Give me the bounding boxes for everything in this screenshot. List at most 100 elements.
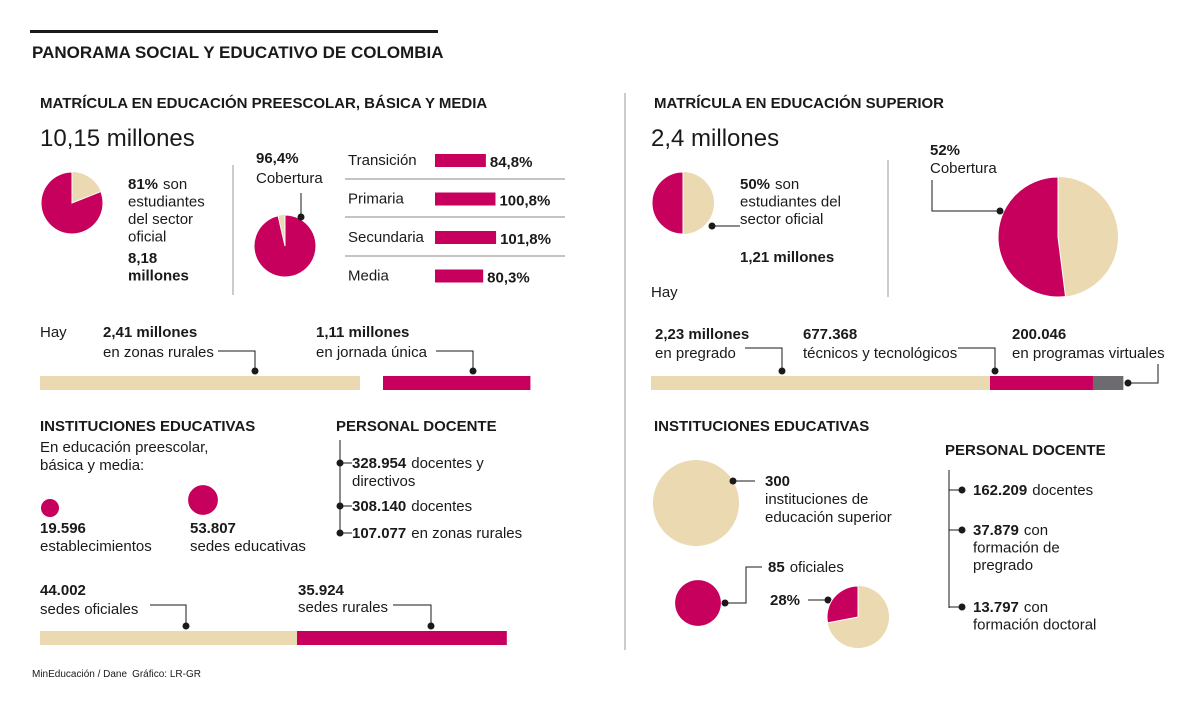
category-label: Secundaria bbox=[348, 229, 425, 246]
label-part: en zonas rurales bbox=[411, 525, 522, 542]
label: 328.954 docentes y bbox=[352, 455, 484, 472]
bar bbox=[297, 631, 507, 645]
label: 35.924 bbox=[298, 582, 345, 599]
category-label: Media bbox=[348, 268, 390, 285]
total: 10,15 millones bbox=[40, 125, 195, 152]
label-part: con bbox=[1024, 522, 1048, 539]
bubble bbox=[41, 499, 59, 517]
label: 50% son bbox=[740, 176, 799, 193]
label-part: docentes bbox=[1032, 482, 1093, 499]
label-part: 50% bbox=[740, 176, 770, 193]
label: en jornada única bbox=[316, 344, 428, 361]
label: 37.879 con bbox=[973, 522, 1048, 539]
leader-line bbox=[1128, 364, 1159, 384]
leader-dot bbox=[336, 459, 344, 467]
bubble bbox=[653, 460, 739, 546]
leader-dot bbox=[708, 222, 716, 230]
label: 162.209 docentes bbox=[973, 482, 1093, 499]
label-part: 308.140 bbox=[352, 498, 406, 515]
label: 2,41 millones bbox=[103, 324, 197, 341]
value-label: 101,8% bbox=[500, 231, 551, 248]
label-part: 37.879 bbox=[973, 522, 1019, 539]
total: 2,4 millones bbox=[651, 125, 779, 152]
pie-slice bbox=[40, 171, 104, 235]
leader-line bbox=[218, 350, 256, 371]
label: 8,18 bbox=[128, 250, 157, 267]
label: instituciones de bbox=[765, 491, 868, 508]
leader-line bbox=[393, 604, 432, 626]
label: establecimientos bbox=[40, 538, 152, 555]
label-part: 85 bbox=[768, 559, 785, 576]
pie-slice bbox=[826, 585, 859, 624]
bar bbox=[990, 376, 1093, 390]
leader-dot bbox=[251, 367, 259, 375]
label: sedes rurales bbox=[298, 599, 388, 616]
label: básica y media: bbox=[40, 457, 144, 474]
label-part: son bbox=[163, 176, 187, 193]
label: 308.140 docentes bbox=[352, 498, 472, 515]
bubble bbox=[675, 580, 721, 626]
label: millones bbox=[128, 268, 189, 285]
section-title: INSTITUCIONES EDUCATIVAS bbox=[40, 418, 255, 435]
section-title: PERSONAL DOCENTE bbox=[336, 418, 497, 435]
leader-dot bbox=[721, 599, 729, 607]
value-label: 100,8% bbox=[499, 193, 550, 210]
label: 107.077 en zonas rurales bbox=[352, 525, 522, 542]
leader-dot bbox=[958, 486, 966, 494]
label: del sector bbox=[128, 211, 193, 228]
page-title: PANORAMA SOCIAL Y EDUCATIVO DE COLOMBIA bbox=[32, 43, 444, 62]
leader-line bbox=[931, 180, 1000, 212]
label: Cobertura bbox=[930, 160, 997, 177]
label: 96,4% bbox=[256, 150, 299, 167]
label-part: son bbox=[775, 176, 799, 193]
source: MinEducación / Dane Gráfico: LR-GR bbox=[32, 669, 201, 680]
leader-dot bbox=[778, 367, 786, 375]
label: 1,11 millones bbox=[316, 324, 409, 341]
leader-dot bbox=[469, 367, 477, 375]
label: 300 bbox=[765, 473, 790, 490]
bar bbox=[40, 631, 297, 645]
label: 19.596 bbox=[40, 520, 86, 537]
bar bbox=[435, 192, 496, 206]
section-title: MATRÍCULA EN EDUCACIÓN SUPERIOR bbox=[654, 94, 944, 112]
label: formación doctoral bbox=[973, 617, 1096, 634]
label: 52% bbox=[930, 142, 960, 159]
label: oficial bbox=[128, 229, 166, 246]
title-rule bbox=[30, 30, 438, 33]
label: 200.046 bbox=[1012, 326, 1066, 343]
label: 13.797 con bbox=[973, 599, 1048, 616]
label-part: docentes bbox=[411, 498, 472, 515]
leader-line bbox=[725, 566, 762, 604]
section-title: INSTITUCIONES EDUCATIVAS bbox=[654, 418, 869, 435]
label: 677.368 bbox=[803, 326, 857, 343]
leader-dot bbox=[1124, 379, 1132, 387]
label: Hay bbox=[40, 324, 67, 341]
label: 81% son bbox=[128, 176, 187, 193]
bubble bbox=[188, 485, 218, 515]
leader-line bbox=[745, 347, 783, 371]
bar bbox=[435, 269, 484, 283]
label: sector oficial bbox=[740, 211, 823, 228]
label: 53.807 bbox=[190, 520, 236, 537]
category-label: Transición bbox=[348, 152, 417, 169]
label: estudiantes del bbox=[740, 194, 841, 211]
bar bbox=[40, 376, 361, 390]
label: 1,21 millones bbox=[740, 249, 834, 266]
leader-line bbox=[150, 604, 187, 626]
leader-dot bbox=[427, 622, 435, 630]
section-title: MATRÍCULA EN EDUCACIÓN PREESCOLAR, BÁSIC… bbox=[40, 94, 487, 112]
label: pregrado bbox=[973, 557, 1033, 574]
label: técnicos y tecnológicos bbox=[803, 345, 957, 362]
bar bbox=[435, 154, 486, 167]
label: 85 oficiales bbox=[768, 559, 844, 576]
label: estudiantes bbox=[128, 194, 205, 211]
label: sedes oficiales bbox=[40, 601, 138, 618]
leader-dot bbox=[336, 529, 344, 537]
label: 2,23 millones bbox=[655, 326, 749, 343]
label: formación de bbox=[973, 540, 1060, 557]
leader-dot bbox=[996, 207, 1004, 215]
label: en programas virtuales bbox=[1012, 345, 1165, 362]
label-part: docentes y bbox=[411, 455, 484, 472]
bar bbox=[1092, 376, 1124, 390]
